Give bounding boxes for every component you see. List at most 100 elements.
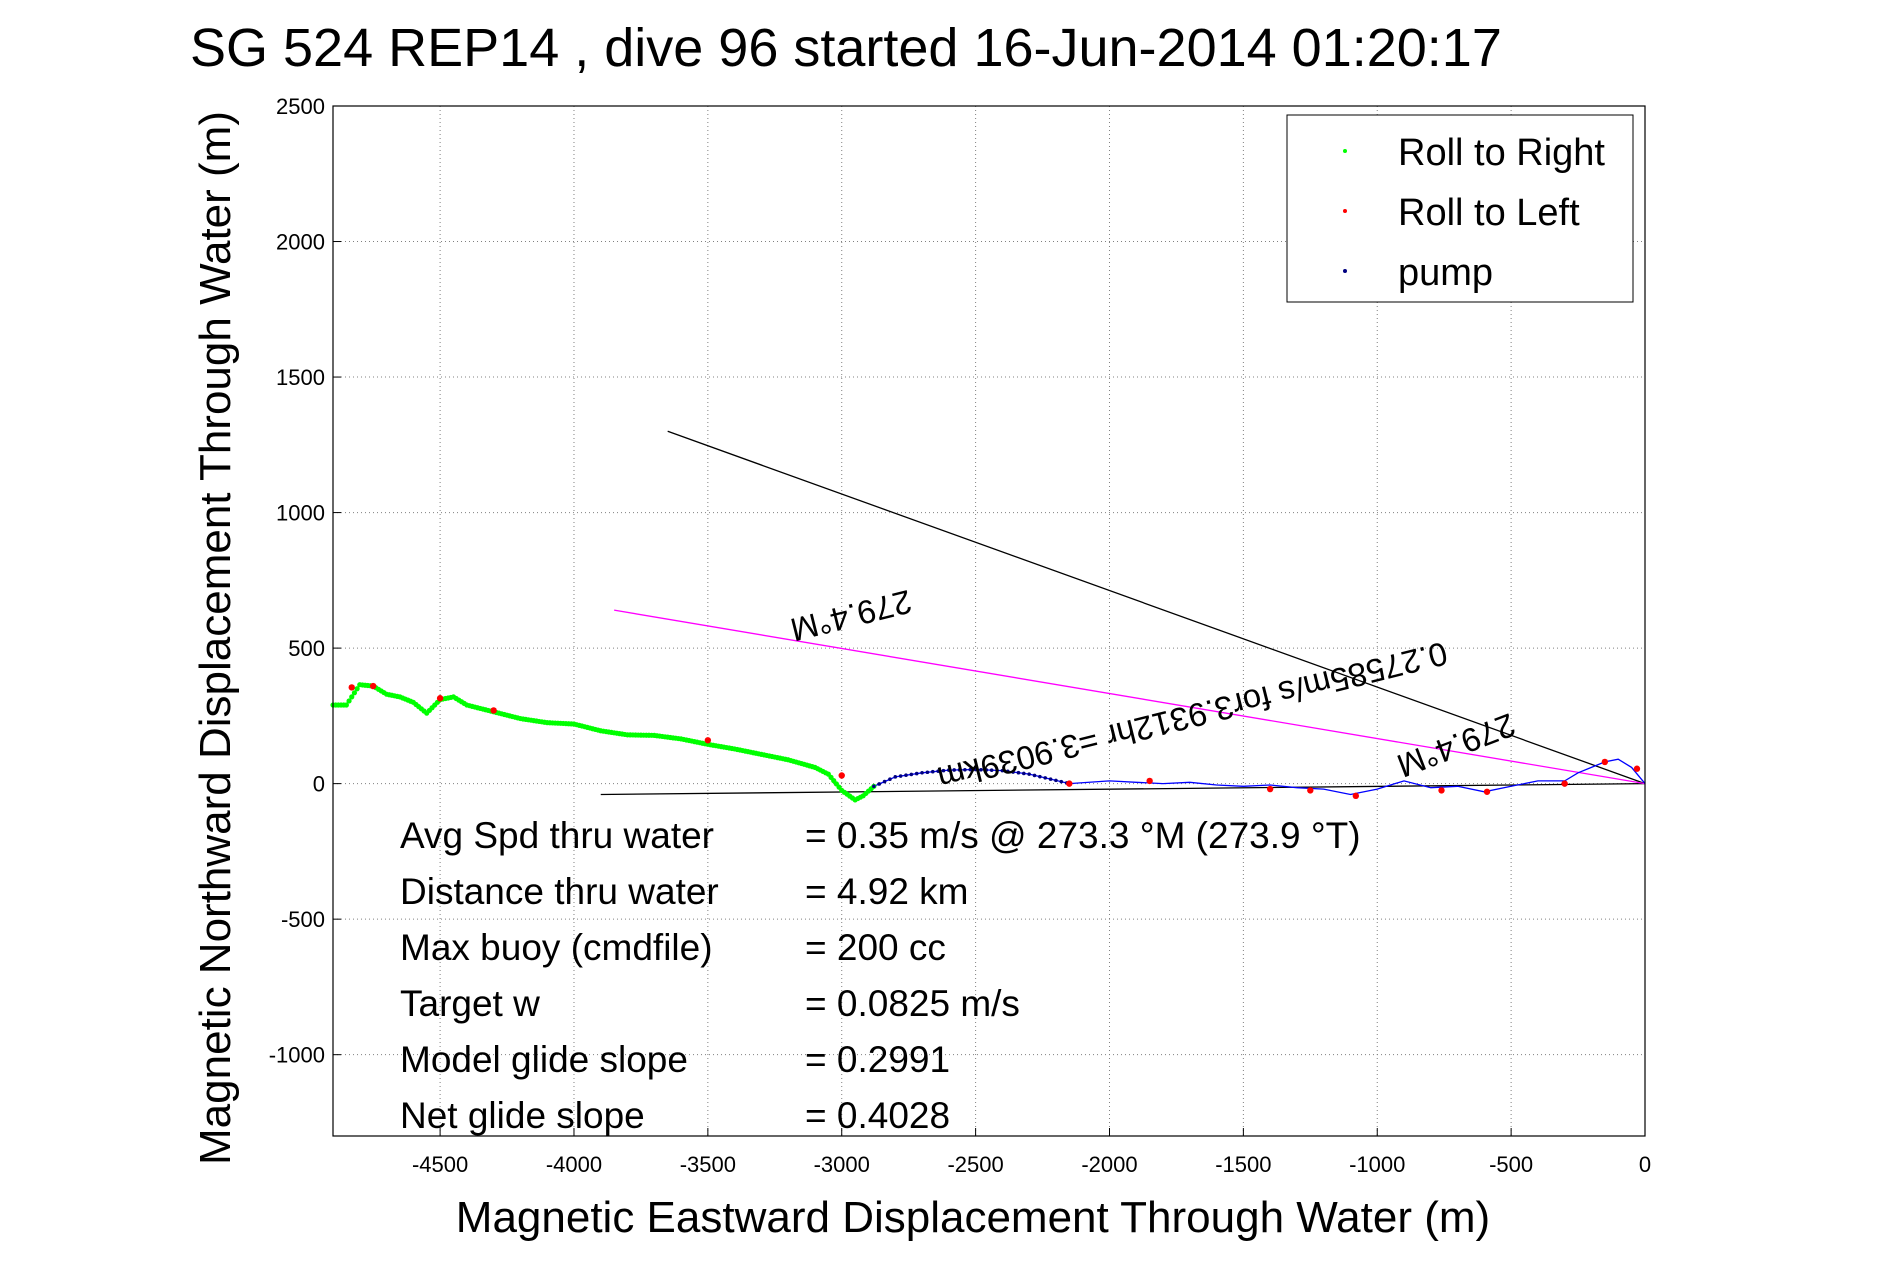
pump-point [1048, 777, 1053, 781]
legend-label: Roll to Left [1398, 192, 1580, 234]
pump-point [904, 773, 908, 778]
y-tick-label: 1500 [276, 365, 325, 390]
roll-left-point [1146, 777, 1153, 785]
roll-left-point [1561, 780, 1568, 787]
roll-left-point [1633, 765, 1641, 772]
x-tick-label: -3000 [814, 1152, 870, 1177]
pump-point [1059, 779, 1064, 784]
roll-right-point [343, 702, 349, 708]
roll-left-point [348, 684, 355, 691]
pump-point [1032, 773, 1037, 778]
stat-value: = 0.0825 m/s [805, 983, 1020, 1024]
y-tick-label: 2500 [276, 94, 325, 119]
roll-left-point [1307, 787, 1314, 794]
x-tick-label: -2000 [1081, 1152, 1137, 1177]
x-tick-label: -2500 [947, 1152, 1003, 1177]
legend-marker [1343, 149, 1347, 153]
pump-point [963, 767, 967, 772]
roll-right-point [354, 686, 360, 692]
roll-left-point [369, 682, 377, 690]
x-tick-label: -3500 [680, 1152, 736, 1177]
pump-point [914, 771, 919, 776]
pump-point [979, 767, 983, 772]
legend-label: Roll to Right [1398, 132, 1605, 174]
stat-label: Max buoy (cmdfile) [400, 927, 713, 968]
stat-value: = 0.2991 [805, 1039, 950, 1080]
stat-value: = 200 cc [805, 927, 946, 968]
legend-marker [1343, 269, 1347, 273]
chart-title: SG 524 REP14 , dive 96 started 16-Jun-20… [190, 18, 1502, 78]
pump-point [1011, 770, 1015, 774]
stat-label: Avg Spd thru water [400, 815, 714, 856]
pump-point [1016, 770, 1021, 775]
pump-point [925, 770, 930, 775]
x-tick-label: -1500 [1215, 1152, 1271, 1177]
roll-left-point [704, 737, 712, 744]
roll-left-point [1601, 758, 1609, 766]
pump-point [973, 767, 978, 772]
x-tick-label: -4000 [546, 1152, 602, 1177]
pump-point [936, 769, 940, 773]
pump-point [882, 779, 887, 784]
roll-right-point [349, 694, 355, 700]
pump-point [888, 777, 892, 782]
plot-area: -4500 -4000 -3500 -3000 -2500 -2000 -1500 -1000… [269, 94, 1651, 1177]
pump-point [952, 768, 956, 772]
y-tick-label: 0 [313, 772, 325, 797]
roll-left-point [838, 772, 845, 779]
roll-left-point [436, 695, 444, 702]
roll-left-point [1438, 787, 1445, 794]
pump-point [947, 768, 951, 772]
legend: Roll to Right Roll to Left pump [1286, 114, 1634, 303]
x-tick-label: -4500 [412, 1152, 468, 1177]
x-tick-label: 0 [1639, 1152, 1651, 1177]
y-tick-label: 2000 [276, 230, 325, 255]
pump-point [877, 782, 882, 786]
pump-point [1038, 774, 1042, 779]
legend-label: pump [1398, 252, 1493, 294]
x-axis-label: Magnetic Eastward Displacement Through W… [456, 1193, 1490, 1242]
black-horizontal-line [600, 782, 1646, 796]
stat-value: = 0.4028 [805, 1095, 950, 1136]
pump-point [968, 767, 973, 772]
roll-left-point [1352, 792, 1360, 800]
pump-point [1054, 778, 1058, 783]
pump-point [995, 768, 999, 773]
roll-left-point [1483, 788, 1491, 795]
roll-right-point [346, 698, 352, 704]
pump-point [1000, 768, 1005, 773]
roll-right-point [351, 690, 358, 696]
y-tick-label: 500 [288, 636, 325, 661]
x-tick-label: -1000 [1349, 1152, 1405, 1177]
pump-point [1005, 769, 1010, 774]
black-upper-line [667, 430, 1646, 785]
roll-left-point [1066, 780, 1073, 787]
pump-point [930, 769, 935, 774]
pump-point [909, 772, 914, 777]
y-tick-label: -1000 [269, 1043, 325, 1068]
pump-point [898, 774, 903, 778]
pump-point [1043, 776, 1048, 780]
plot-border [332, 105, 1646, 1137]
stat-value: = 4.92 km [805, 871, 969, 912]
stat-label: Model glide slope [400, 1039, 688, 1080]
stat-label: Distance thru water [400, 871, 719, 912]
pump-point [941, 768, 946, 773]
roll-left-point [490, 707, 497, 714]
pump-point [872, 784, 876, 789]
pump-point [1027, 772, 1031, 776]
pump-point [957, 768, 962, 772]
stat-label: Net glide slope [400, 1095, 645, 1136]
y-tick-label: -500 [281, 907, 325, 932]
magenta-line [614, 609, 1646, 785]
y-axis-label: Magnetic Northward Displacement Through … [191, 111, 240, 1165]
pump-point [984, 768, 989, 772]
roll-left-point [1266, 785, 1274, 793]
stat-value: = 0.35 m/s @ 273.3 °M (273.9 °T) [805, 815, 1361, 856]
y-tick-label: 1000 [276, 501, 325, 526]
legend-marker [1343, 209, 1347, 213]
x-tick-label: -500 [1489, 1152, 1533, 1177]
pump-point [893, 775, 898, 779]
pump-point [1022, 771, 1026, 776]
